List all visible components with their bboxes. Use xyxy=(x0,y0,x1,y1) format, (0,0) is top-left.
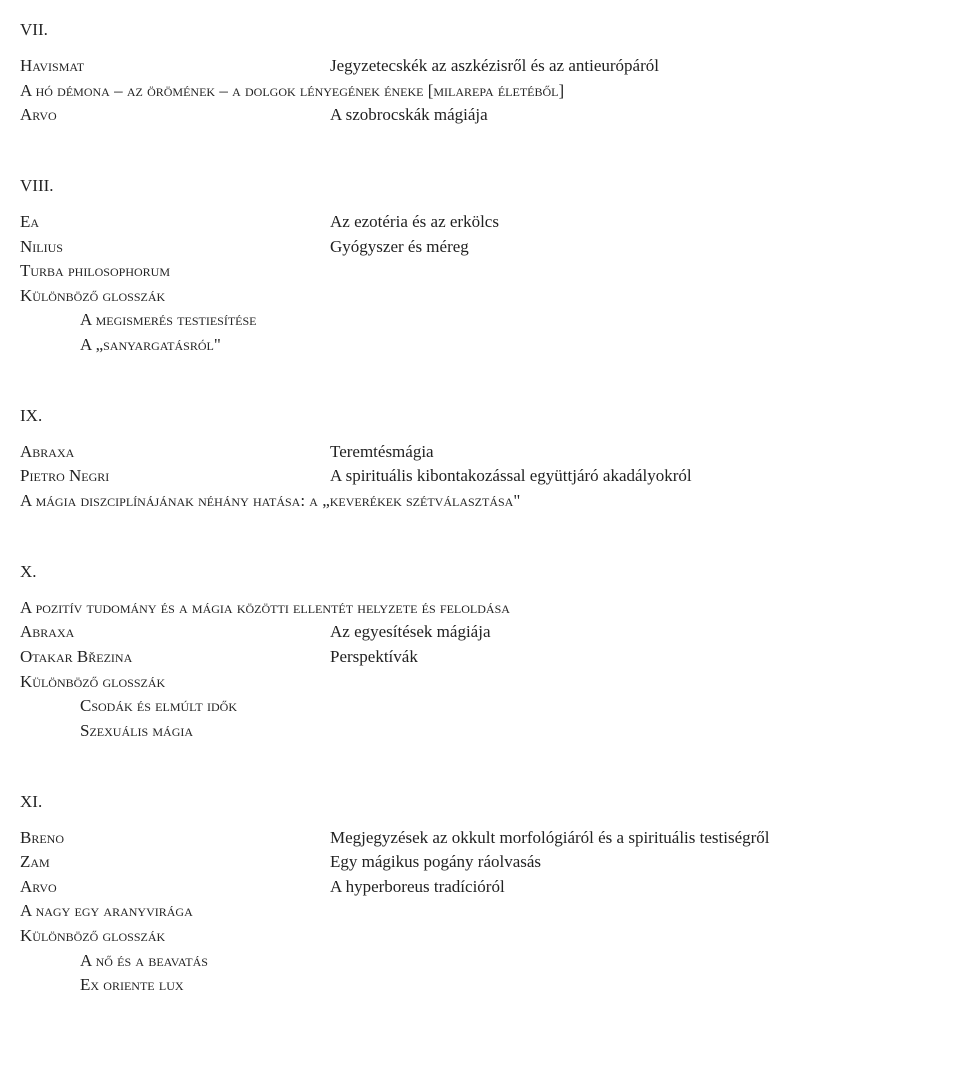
entry-row: AbraxaAz egyesítések mágiája xyxy=(20,620,940,645)
entry-author: Breno xyxy=(20,826,330,851)
full-line: A mágia diszciplínájának néhány hatása: … xyxy=(20,489,940,514)
full-line-indented: A „sanyargatásról" xyxy=(20,333,940,358)
section-heading: IX. xyxy=(20,406,940,426)
section-xi: XI. BrenoMegjegyzések az okkult morfológi… xyxy=(20,792,940,998)
entry-title: Gyógyszer és méreg xyxy=(330,235,940,260)
full-line-indented: Szexuális mágia xyxy=(20,719,940,744)
entry-row: NiliusGyógyszer és méreg xyxy=(20,235,940,260)
entry-title: A szobrocskák mágiája xyxy=(330,103,940,128)
entry-title: Jegyzetecskék az aszkézisről és az antie… xyxy=(330,54,940,79)
entry-row: Pietro NegriA spirituális kibontakozássa… xyxy=(20,464,940,489)
section-ix: IX. AbraxaTeremtésmágiaPietro NegriA spir… xyxy=(20,406,940,514)
entry-row: AbraxaTeremtésmágia xyxy=(20,440,940,465)
entry-author: Nilius xyxy=(20,235,330,260)
full-line: A hó démona – az örömének – a dolgok lén… xyxy=(20,79,940,104)
entry-author: Abraxa xyxy=(20,440,330,465)
full-line-indented: A megismerés testiesítése xyxy=(20,308,940,333)
section-viii: VIII. EaAz ezotéria és az erkölcsNiliusGy… xyxy=(20,176,940,358)
section-heading: X. xyxy=(20,562,940,582)
full-line: Különböző glosszák xyxy=(20,670,940,695)
full-line: A pozitív tudomány és a mágia közötti el… xyxy=(20,596,940,621)
full-line-indented: Ex oriente lux xyxy=(20,973,940,998)
entry-title: Az ezotéria és az erkölcs xyxy=(330,210,940,235)
entry-row: ArvoA szobrocskák mágiája xyxy=(20,103,940,128)
entry-row: HavismatJegyzetecskék az aszkézisről és … xyxy=(20,54,940,79)
entry-author: Pietro Negri xyxy=(20,464,330,489)
entry-row: EaAz ezotéria és az erkölcs xyxy=(20,210,940,235)
entry-author: Ea xyxy=(20,210,330,235)
entry-title: A spirituális kibontakozással együttjáró… xyxy=(330,464,940,489)
entry-author: Arvo xyxy=(20,103,330,128)
entry-row: BrenoMegjegyzések az okkult morfológiáró… xyxy=(20,826,940,851)
entry-title: Megjegyzések az okkult morfológiáról és … xyxy=(330,826,940,851)
full-line: Különböző glosszák xyxy=(20,924,940,949)
full-line: Különböző glosszák xyxy=(20,284,940,309)
entry-author: Zam xyxy=(20,850,330,875)
section-heading: VII. xyxy=(20,20,940,40)
entry-row: ZamEgy mágikus pogány ráolvasás xyxy=(20,850,940,875)
entry-title: Egy mágikus pogány ráolvasás xyxy=(330,850,940,875)
entry-author: Otakar Březina xyxy=(20,645,330,670)
full-line-indented: A nő és a beavatás xyxy=(20,949,940,974)
full-line: Turba philosophorum xyxy=(20,259,940,284)
page-content: VII. HavismatJegyzetecskék az aszkézisről… xyxy=(0,0,960,1066)
section-x: X. A pozitív tudomány és a mágia közötti … xyxy=(20,562,940,744)
entry-title: Az egyesítések mágiája xyxy=(330,620,940,645)
entry-title: A hyperboreus tradícióról xyxy=(330,875,940,900)
section-heading: VIII. xyxy=(20,176,940,196)
entry-row: Otakar BřezinaPerspektívák xyxy=(20,645,940,670)
full-line: A nagy egy aranyvirága xyxy=(20,899,940,924)
entry-row: ArvoA hyperboreus tradícióról xyxy=(20,875,940,900)
entry-author: Abraxa xyxy=(20,620,330,645)
section-heading: XI. xyxy=(20,792,940,812)
entry-author: Arvo xyxy=(20,875,330,900)
full-line-indented: Csodák és elmúlt idők xyxy=(20,694,940,719)
entry-title: Perspektívák xyxy=(330,645,940,670)
section-vii: VII. HavismatJegyzetecskék az aszkézisről… xyxy=(20,20,940,128)
entry-title: Teremtésmágia xyxy=(330,440,940,465)
entry-author: Havismat xyxy=(20,54,330,79)
